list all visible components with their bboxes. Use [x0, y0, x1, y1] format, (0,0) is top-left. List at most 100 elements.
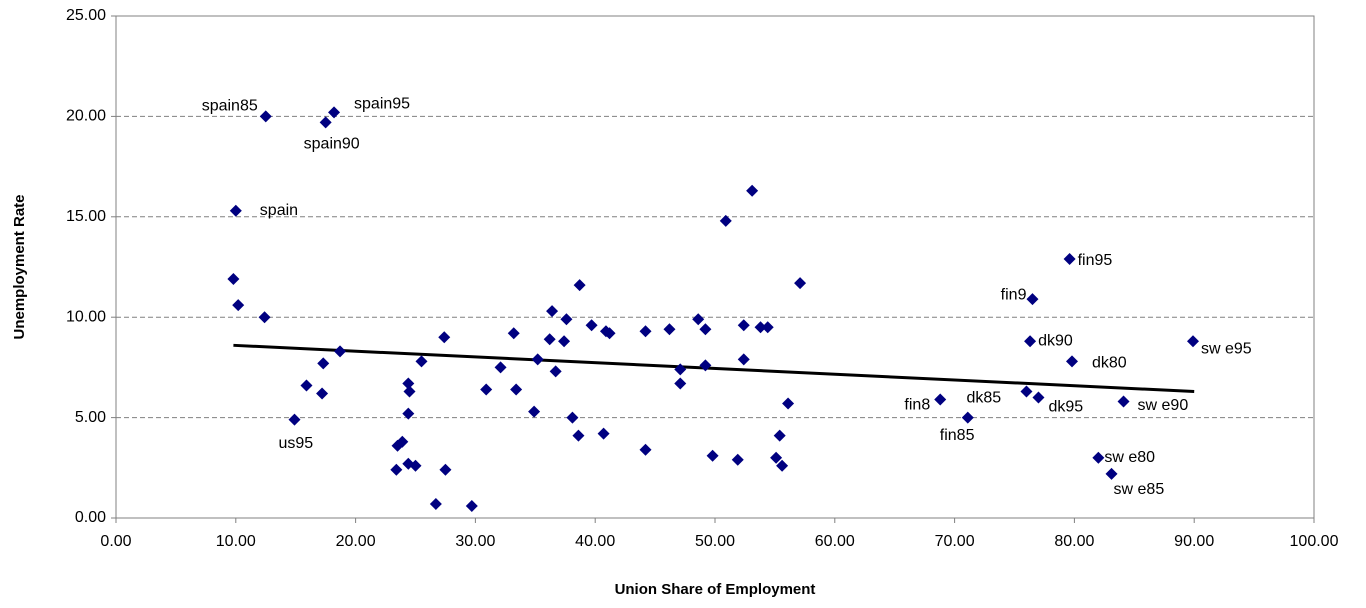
point: [794, 277, 807, 290]
x-tick-label: 20.00: [336, 533, 376, 550]
point: [317, 357, 330, 370]
point: [639, 325, 652, 338]
point-label: dk80: [1092, 355, 1127, 372]
point: [1026, 293, 1039, 306]
point: [328, 106, 341, 119]
point: [746, 184, 759, 197]
point-label: fin85: [940, 427, 975, 444]
point: [699, 323, 712, 336]
x-tick-label: 0.00: [100, 533, 131, 550]
point: [558, 335, 571, 348]
point: [409, 459, 422, 472]
point: [259, 110, 272, 123]
point-label: spain: [260, 202, 298, 219]
point: [731, 453, 744, 466]
x-tick-label: 60.00: [815, 533, 855, 550]
x-tick-label: 100.00: [1290, 533, 1339, 550]
x-tick-label: 30.00: [455, 533, 495, 550]
point: [663, 323, 676, 336]
point: [1092, 451, 1105, 464]
point: [706, 449, 719, 462]
point-label: dk85: [966, 390, 1001, 407]
x-tick-label: 10.00: [216, 533, 256, 550]
point: [429, 497, 442, 510]
point: [300, 379, 313, 392]
point: [415, 355, 428, 368]
point: [402, 407, 415, 420]
point: [507, 327, 520, 340]
trendline: [233, 343, 1195, 393]
plot-border: [115, 15, 1315, 519]
point: [1032, 391, 1045, 404]
point: [1105, 467, 1118, 480]
x-axis-title: Union Share of Employment: [615, 581, 816, 598]
point: [699, 359, 712, 372]
point: [1020, 385, 1033, 398]
point: [782, 397, 795, 410]
point: [531, 353, 544, 366]
point: [573, 279, 586, 292]
point-label: spain90: [304, 136, 360, 153]
point: [776, 459, 789, 472]
point: [770, 451, 783, 464]
point: [549, 365, 562, 378]
point: [719, 214, 732, 227]
point: [572, 429, 585, 442]
point-label: fin8: [904, 397, 930, 414]
point: [319, 116, 332, 129]
y-tick-label: 15.00: [66, 208, 106, 225]
point: [465, 499, 478, 512]
point: [258, 311, 271, 324]
point: [934, 393, 947, 406]
point-label: dk90: [1038, 333, 1073, 350]
point-label: sw e90: [1138, 397, 1189, 414]
point: [396, 435, 409, 448]
y-tick-label: 10.00: [66, 308, 106, 325]
point: [639, 443, 652, 456]
point: [480, 383, 493, 396]
point: [692, 313, 705, 326]
point: [229, 204, 242, 217]
y-tick-label: 5.00: [75, 409, 106, 426]
point: [510, 383, 523, 396]
point-label: sw e95: [1201, 341, 1252, 358]
point: [438, 331, 451, 344]
point: [403, 385, 416, 398]
point: [566, 411, 579, 424]
point: [402, 377, 415, 390]
point: [1024, 335, 1037, 348]
point-label: fin95: [1078, 252, 1113, 269]
point: [232, 299, 245, 312]
point: [546, 305, 559, 318]
point: [961, 411, 974, 424]
point: [585, 319, 598, 332]
point: [528, 405, 541, 418]
point: [737, 353, 750, 366]
point: [1187, 335, 1200, 348]
x-tick-label: 80.00: [1054, 533, 1094, 550]
point: [737, 319, 750, 332]
point: [603, 327, 616, 340]
point-label: sw e80: [1104, 449, 1155, 466]
point: [754, 321, 767, 334]
point-label: sw e85: [1114, 481, 1165, 498]
point: [674, 363, 687, 376]
point: [1117, 395, 1130, 408]
point: [439, 463, 452, 476]
point-label: us95: [279, 435, 314, 452]
point: [674, 377, 687, 390]
point: [227, 273, 240, 286]
point: [1063, 252, 1076, 265]
point: [543, 333, 556, 346]
point: [597, 427, 610, 440]
y-tick-label: 0.00: [75, 509, 106, 526]
point: [1066, 355, 1079, 368]
point: [390, 463, 403, 476]
point: [773, 429, 786, 442]
y-tick-label: 20.00: [66, 108, 106, 125]
y-axis-title: Unemployment Rate: [11, 194, 28, 339]
point-label: spain85: [202, 98, 258, 115]
point: [560, 313, 573, 326]
x-tick-label: 50.00: [695, 533, 735, 550]
